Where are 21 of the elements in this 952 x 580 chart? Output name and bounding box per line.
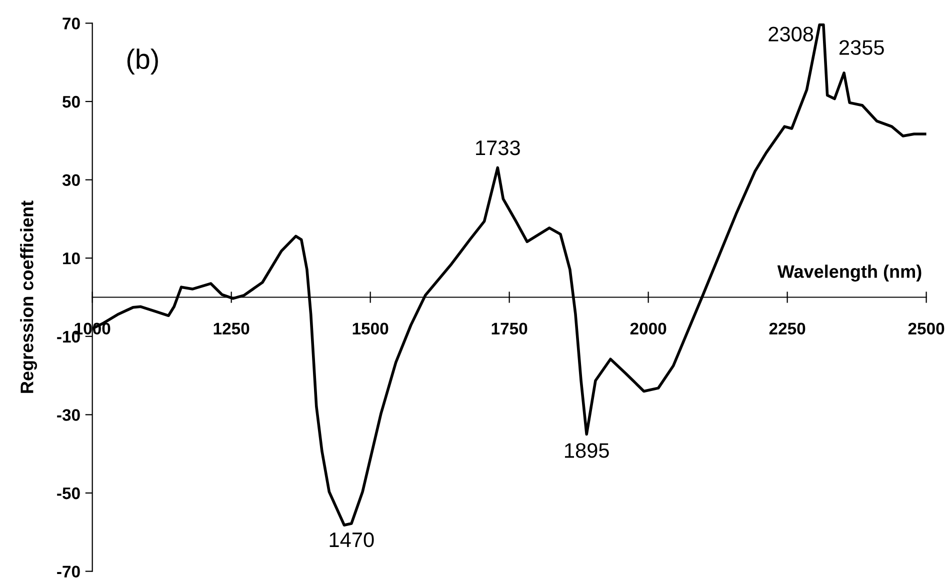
- x-tick-label: 2250: [769, 322, 806, 334]
- x-tick-label: 1500: [352, 322, 388, 334]
- annotation: 1470: [330, 532, 374, 548]
- x-axis-title: Wavelength (nm): [777, 264, 922, 282]
- y-tick-label: 70: [62, 18, 80, 30]
- y-tick-label: 50: [62, 96, 80, 108]
- annotation: 2308: [768, 26, 814, 42]
- y-tick-label: -30: [57, 409, 80, 421]
- annotation: (b): [127, 48, 158, 74]
- annotation: 2355: [840, 40, 884, 55]
- x-tick-label: 2000: [630, 322, 666, 334]
- y-tick-label: 10: [63, 252, 80, 264]
- annotation: 1895: [565, 443, 609, 458]
- annotation: 1733: [476, 140, 520, 156]
- x-tick-label: 1750: [492, 322, 528, 334]
- y-axis-title: Regression coefficient: [20, 200, 38, 393]
- x-tick-label: 1250: [214, 322, 250, 334]
- x-tick-label: 2500: [908, 322, 944, 334]
- y-tick-label: -50: [57, 487, 80, 500]
- y-tick-label: -70: [57, 566, 80, 578]
- y-tick-label: 30: [62, 174, 80, 186]
